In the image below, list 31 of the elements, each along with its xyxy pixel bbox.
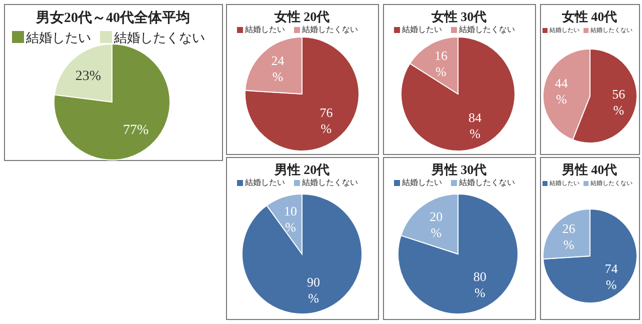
legend-label: 結婚したい (244, 25, 285, 34)
data-label: 44 % (554, 76, 568, 107)
data-label: 90 % (306, 274, 320, 306)
legend-label: 結婚したくない (458, 178, 515, 187)
data-label: 16 % (434, 48, 448, 80)
data-label: 20 % (430, 208, 443, 240)
data-label: 76 % (320, 104, 334, 136)
chart-title: 男性 30代 (430, 162, 487, 177)
legend-label: 結婚したくない (301, 25, 358, 34)
chart-title: 女性 30代 (430, 9, 487, 24)
legend-label: 結婚したくない (458, 25, 515, 34)
chart-title: 男性 40代 (560, 162, 618, 177)
chart-title: 男性 20代 (273, 162, 330, 177)
data-label: 74 % (604, 260, 618, 292)
legend-label: 結婚したい (401, 178, 442, 187)
data-label: 80 % (473, 269, 486, 300)
data-label: 26 % (562, 221, 576, 252)
legend-label: 結婚したい (401, 25, 442, 34)
data-label: 24 % (271, 53, 285, 84)
legend-label: 結婚したい (25, 30, 91, 45)
chart-title: 女性 40代 (560, 9, 618, 24)
data-label: 56 % (612, 86, 626, 118)
data-label: 84 % (468, 110, 482, 141)
chart-title: 男女20代～40代全体平均 (35, 10, 190, 26)
data-label: 23% (75, 69, 102, 84)
legend-label: 結婚したくない (301, 178, 358, 187)
legend-label: 結婚したくない (113, 30, 205, 45)
data-label: 77% (122, 122, 149, 138)
chart-title: 女性 20代 (273, 9, 330, 24)
legend-label: 結婚したい (244, 178, 285, 187)
data-label: 10 % (284, 204, 298, 235)
